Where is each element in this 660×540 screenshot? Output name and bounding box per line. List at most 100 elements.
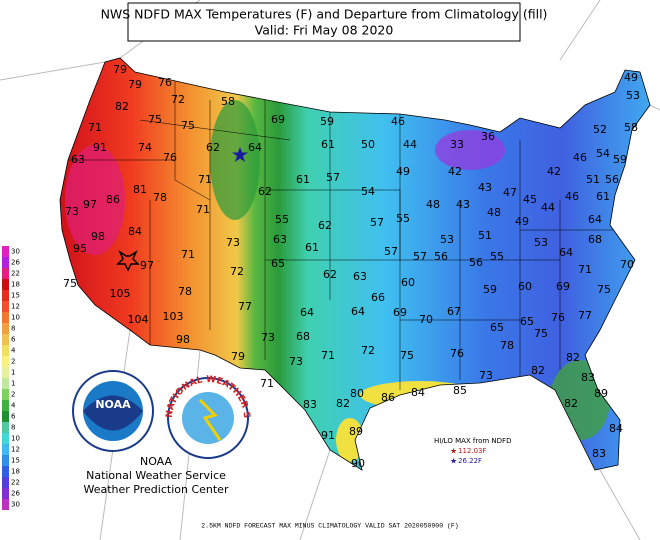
- legend-label: 12: [11, 303, 20, 311]
- footer: 2.5KM NDFD FORECAST MAX MINUS CLIMATOLOG…: [201, 523, 458, 530]
- station-temperature: 65: [520, 315, 534, 328]
- noaa-logo: NOAA: [72, 370, 154, 452]
- station-temperature: 54: [596, 147, 610, 160]
- legend-label: 6: [11, 413, 16, 421]
- station-temperature: 53: [534, 236, 548, 249]
- legend-swatch: [2, 477, 9, 488]
- station-temperature: 67: [447, 305, 461, 318]
- station-temperature: 49: [624, 71, 638, 84]
- station-temperature: 75: [597, 283, 611, 296]
- legend-swatch: [2, 246, 9, 257]
- station-temperature: 71: [181, 248, 195, 261]
- station-temperature: 64: [559, 246, 573, 259]
- station-temperature: 76: [551, 311, 565, 324]
- station-temperature: 73: [261, 331, 275, 344]
- station-temperature: 104: [128, 313, 149, 326]
- legend-swatch: [2, 411, 9, 422]
- station-temperature: 91: [321, 429, 335, 442]
- station-temperature: 64: [351, 305, 365, 318]
- station-temperature: 81: [133, 183, 147, 196]
- legend-label: 22: [11, 479, 20, 487]
- station-temperature: 83: [581, 371, 595, 384]
- station-temperature: 55: [275, 213, 289, 226]
- station-temperature: 46: [573, 151, 587, 164]
- station-temperature: 76: [163, 151, 177, 164]
- legend-swatch: [2, 279, 9, 290]
- station-temperature: 61: [321, 138, 335, 151]
- station-temperature: 79: [113, 63, 127, 76]
- station-temperature: 82: [336, 397, 350, 410]
- station-temperature: 63: [71, 153, 85, 166]
- legend-swatch: [2, 422, 9, 433]
- station-temperature: 73: [289, 355, 303, 368]
- legend-swatch: [2, 444, 9, 455]
- legend-swatch: [2, 323, 9, 334]
- station-temperature: 86: [381, 391, 395, 404]
- agency-line: National Weather Service: [86, 469, 226, 482]
- station-temperature: 69: [393, 306, 407, 319]
- legend-label: 1: [11, 380, 15, 388]
- title-box: [127, 2, 521, 42]
- noaa-logo-text: NOAA: [95, 398, 131, 411]
- station-temperature: 75: [63, 277, 77, 290]
- legend-swatch: [2, 378, 9, 389]
- legend-swatch: [2, 389, 9, 400]
- station-temperature: 86: [106, 193, 120, 206]
- legend-swatch: [2, 301, 9, 312]
- station-temperature: 105: [110, 287, 131, 300]
- title: NWS NDFD MAX Temperatures (F) and Depart…: [101, 7, 548, 22]
- station-temperature: 43: [478, 181, 492, 194]
- station-temperature: 71: [198, 173, 212, 186]
- station-temperature: 42: [448, 165, 462, 178]
- station-temperature: 59: [320, 115, 334, 128]
- legend-swatch: [2, 257, 9, 268]
- station-temperature: 48: [487, 206, 501, 219]
- station-temperature: 57: [384, 245, 398, 258]
- legend-label: 12: [11, 446, 20, 454]
- station-temperature: 42: [547, 165, 561, 178]
- station-temperature: 33: [450, 138, 464, 151]
- station-temperature: 56: [469, 256, 483, 269]
- station-temperature: 60: [518, 280, 532, 293]
- legend-label: 30: [11, 248, 20, 256]
- legend-label: 4: [11, 347, 16, 355]
- station-temperature: 44: [403, 138, 417, 151]
- legend-swatch: [2, 334, 9, 345]
- station-temperature: 82: [531, 364, 545, 377]
- station-temperature: 69: [271, 113, 285, 126]
- station-temperature: 59: [483, 283, 497, 296]
- station-temperature: 66: [371, 291, 385, 304]
- legend-swatch: [2, 400, 9, 411]
- station-temperature: 65: [271, 257, 285, 270]
- low-marker: ★: [450, 457, 457, 466]
- station-temperature: 64: [300, 306, 314, 319]
- legend-label: 26: [11, 259, 20, 267]
- station-temperature: 58: [221, 95, 235, 108]
- legend-swatch: [2, 268, 9, 279]
- station-temperature: 97: [140, 259, 154, 272]
- legend-label: 10: [11, 435, 20, 443]
- legend-label: 22: [11, 270, 20, 278]
- legend-label: 4: [11, 402, 16, 410]
- station-temperature: 64: [588, 213, 602, 226]
- station-temperature: 72: [230, 265, 244, 278]
- station-temperature: 84: [411, 386, 425, 399]
- station-temperature: 91: [93, 141, 107, 154]
- station-temperature: 58: [624, 121, 638, 134]
- station-temperature: 75: [181, 119, 195, 132]
- legend-label: 6: [11, 336, 16, 344]
- station-temperature: 63: [273, 233, 287, 246]
- legend-label: 1: [11, 369, 15, 377]
- station-temperature: 59: [613, 153, 627, 166]
- station-temperature: 73: [226, 236, 240, 249]
- station-temperature: 77: [238, 300, 252, 313]
- legend-label: 8: [11, 424, 15, 432]
- station-temperature: 85: [453, 384, 467, 397]
- station-temperature: 65: [490, 321, 504, 334]
- station-temperature: 78: [178, 285, 192, 298]
- station-temperature: 68: [296, 330, 310, 343]
- legend-label: 26: [11, 490, 20, 498]
- station-temperature: 49: [515, 215, 529, 228]
- legend-label: 30: [11, 501, 20, 509]
